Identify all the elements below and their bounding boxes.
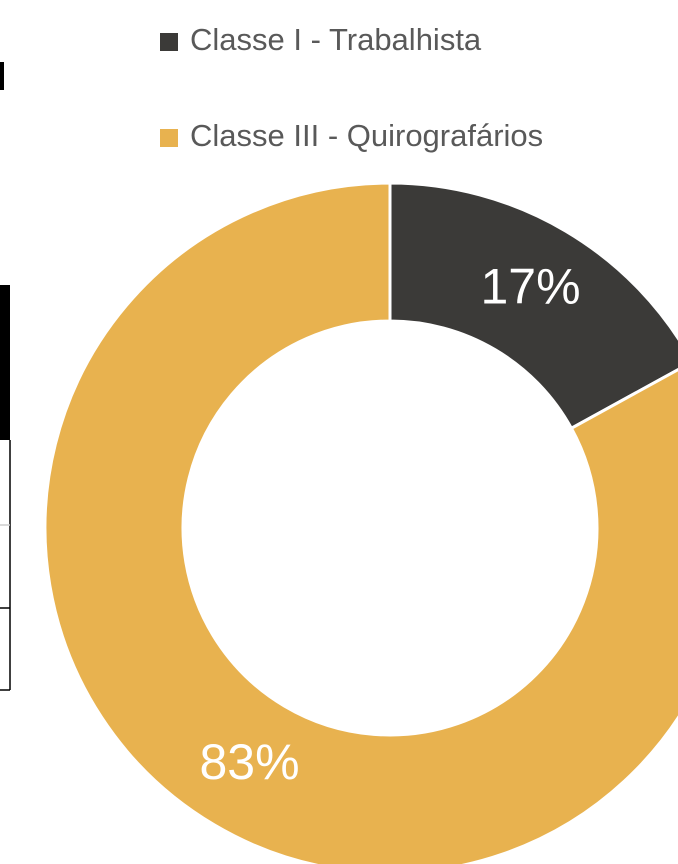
donut-slice bbox=[388, 181, 678, 431]
data-label: 17% bbox=[480, 259, 580, 315]
text-fragment bbox=[0, 62, 4, 90]
legend-swatch bbox=[160, 129, 178, 147]
table-fragment bbox=[0, 62, 11, 691]
data-label: 83% bbox=[199, 734, 299, 790]
table-header bbox=[0, 285, 10, 440]
legend-label: Classe III - Quirografários bbox=[190, 118, 543, 153]
legend-swatch bbox=[160, 33, 178, 51]
legend-label: Classe I - Trabalhista bbox=[190, 22, 482, 57]
donut-slice bbox=[43, 181, 678, 864]
